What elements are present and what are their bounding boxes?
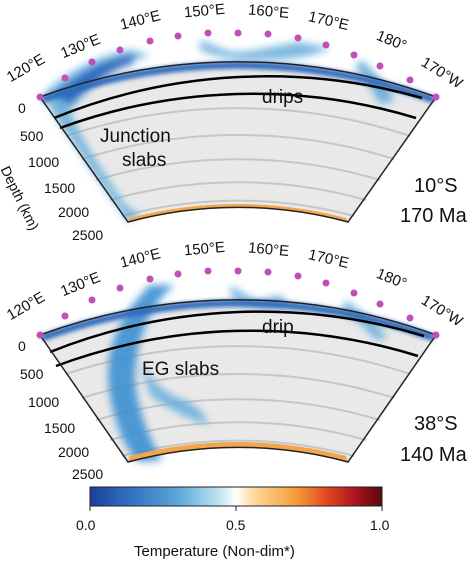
depth-tick-label: 2500 [72, 227, 103, 243]
colorbar-tick-label: 0.0 [76, 517, 96, 533]
depth-tick-label: 2000 [58, 444, 89, 460]
plate-marker [294, 34, 302, 42]
depth-tick-label: 1500 [44, 180, 75, 196]
longitude-label: 170°W [418, 292, 466, 331]
plate-marker [294, 272, 302, 280]
depth-tick-label: 500 [20, 366, 44, 382]
panel-bottom-boundaries [49, 310, 425, 368]
longitude-label: 120°E [4, 289, 48, 324]
plate-marker [432, 93, 440, 101]
plate-marker [174, 32, 182, 40]
colorbar-tick-label: 1.0 [370, 517, 390, 533]
longitude-label: 130°E [58, 269, 102, 300]
panel-top-grid [65, 107, 411, 217]
panel-top-boundaries [53, 75, 423, 130]
plate-marker [204, 29, 212, 37]
panel-top-surface-layer [40, 61, 436, 103]
longitude-label: 150°E [183, 239, 225, 260]
plate-marker [406, 76, 414, 84]
annotation-slabs: slabs [122, 150, 166, 171]
depth-tick-label: 1500 [44, 420, 75, 436]
colorbar-tick-label: 0.5 [226, 517, 246, 533]
plate-marker [376, 62, 384, 70]
panel-bottom-hot-layer [128, 442, 348, 462]
longitude-label: 150°E [183, 1, 225, 22]
depth-axis-label: Depth (km) [0, 163, 42, 232]
depth-tick-label: 500 [20, 128, 44, 144]
longitude-label: 180° [374, 265, 409, 292]
longitude-label: 160°E [247, 239, 289, 260]
plate-marker [61, 312, 69, 320]
depth-tick-label: 2000 [58, 204, 89, 220]
annotation-junction: Junction [100, 126, 171, 147]
depth-tick-label: 0 [18, 338, 26, 354]
longitude-label: 170°W [418, 54, 466, 93]
panel-bottom-surface-layer [40, 299, 436, 341]
latitude-label: 10°S [414, 175, 458, 197]
plate-marker [174, 270, 182, 278]
panel-bottom: 120°E 130°E 140°E 150°E 160°E 170°E 180°… [4, 239, 468, 482]
depth-tick-label: 2500 [72, 466, 103, 482]
latitude-label: 38°S [414, 413, 458, 435]
longitude-label: 170°E [307, 8, 351, 34]
age-label: 170 Ma [400, 205, 468, 227]
annotation-eg-slabs: EG slabs [142, 359, 219, 380]
plate-marker [264, 30, 272, 38]
plate-marker [146, 37, 154, 45]
annotation-drip: drip [262, 317, 294, 338]
plate-marker [264, 268, 272, 276]
longitude-label: 170°E [307, 246, 351, 272]
panel-top-hot-layer [128, 204, 348, 222]
panel-bottom-plate-markers [36, 267, 440, 339]
panel-top-background [40, 61, 436, 223]
colorbar-title: Temperature (Non-dim*) [134, 543, 295, 560]
depth-tick-label: 0 [18, 100, 26, 116]
longitude-label: 140°E [118, 245, 162, 271]
depth-tick-label: 1000 [28, 394, 59, 410]
longitude-label: 160°E [247, 1, 289, 22]
annotation-drips: drips [262, 87, 303, 108]
longitude-label: 120°E [4, 51, 48, 86]
plate-marker [406, 314, 414, 322]
plate-marker [88, 58, 96, 66]
longitude-label: 130°E [58, 31, 102, 62]
colorbar: 0.0 0.5 1.0 Temperature (Non-dim*) [76, 486, 390, 560]
plate-marker [116, 46, 124, 54]
plate-marker [88, 296, 96, 304]
plate-marker [350, 289, 358, 297]
plate-marker [350, 51, 358, 59]
plate-marker [322, 279, 330, 287]
longitude-label: 180° [374, 27, 409, 54]
panel-top: 120°E 130°E 140°E 150°E 160°E 170°E 180°… [0, 1, 468, 243]
panel-bottom-outline [38, 299, 438, 463]
depth-tick-label: 1000 [28, 154, 59, 170]
plate-marker [432, 331, 440, 339]
plate-marker [376, 300, 384, 308]
plate-marker [146, 275, 154, 283]
panel-bottom-depth-ticks: 0 500 1000 1500 2000 2500 [18, 338, 103, 482]
panel-top-outline [38, 61, 438, 223]
plate-marker [234, 29, 242, 37]
plate-marker [204, 267, 212, 275]
panel-top-plate-markers [36, 29, 440, 101]
plate-marker [234, 267, 242, 275]
plate-marker [322, 41, 330, 49]
panel-top-depth-ticks: 0 500 1000 1500 2000 2500 [18, 100, 103, 243]
plate-marker [36, 331, 44, 339]
plate-marker [61, 74, 69, 82]
age-label: 140 Ma [400, 444, 468, 466]
colorbar-gradient [89, 486, 383, 507]
plate-marker [116, 284, 124, 292]
plate-marker [36, 93, 44, 101]
longitude-label: 140°E [118, 7, 162, 33]
